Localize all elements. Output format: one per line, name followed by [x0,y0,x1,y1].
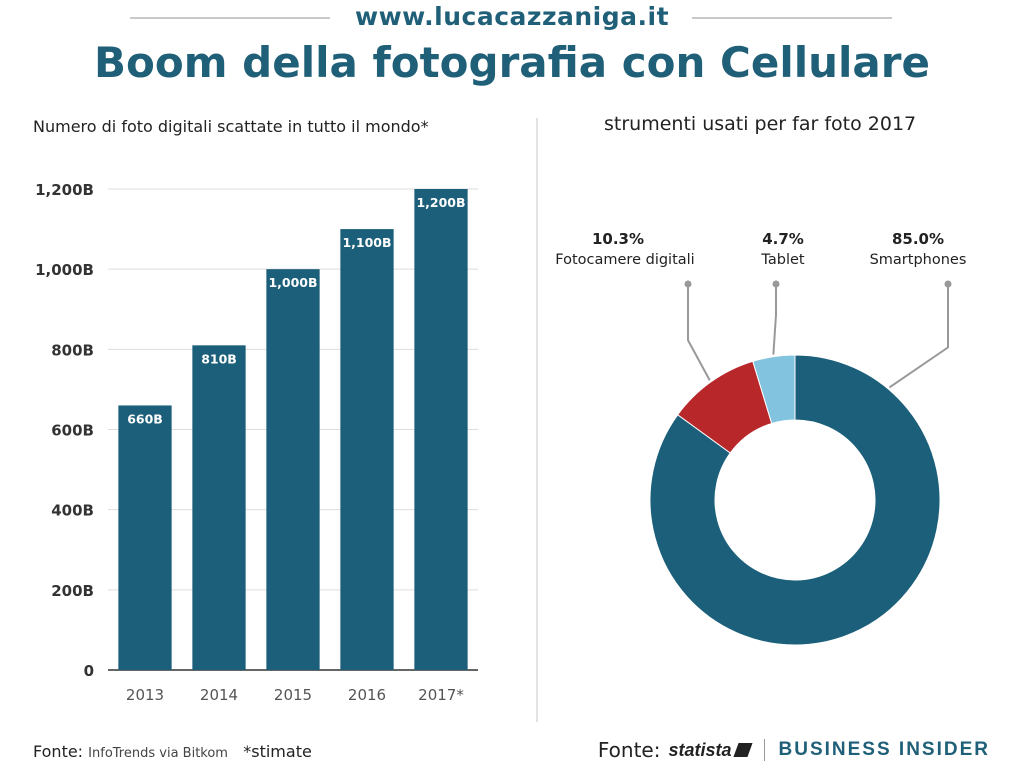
site-header: www.lucacazzaniga.it [0,2,1024,32]
slice-name-label: Smartphones [870,252,967,268]
slice-name-label: Tablet [760,252,804,268]
footer-credits: Fonte: statista BUSINESS INSIDER [598,737,990,763]
header-rule-right [692,17,892,19]
x-tick-label: 2017* [418,686,464,704]
bar-value-label: 1,100B [342,235,391,250]
callout-dot [684,280,692,288]
footer-separator [763,739,765,761]
x-tick-label: 2014 [200,686,238,704]
y-tick-label: 400B [51,502,94,520]
y-tick-label: 600B [51,422,94,440]
bar-2015 [266,269,320,670]
y-tick-label: 1,200B [35,181,94,199]
footer-source: Fonte: InfoTrends via Bitkom *stimate [33,742,312,761]
callout-line [772,284,777,355]
slice-percent-label: 85.0% [892,230,944,248]
slice-percent-label: 4.7% [762,230,804,248]
bar-chart-title: Numero di foto digitali scattate in tutt… [33,117,429,136]
callout-dot [772,280,780,288]
bar-2014 [192,345,246,670]
slice-name-label: Fotocamere digitali [555,252,694,268]
bar-chart: 0 200B 400B 600B 800B 1,000B 1,200B 660B 2013 810… [35,181,478,704]
bar-value-label: 1,000B [268,275,317,290]
site-url[interactable]: www.lucacazzaniga.it [354,2,670,31]
panel-divider [536,118,538,722]
business-insider-logo: BUSINESS INSIDER [778,739,990,760]
callout-dot [944,280,952,288]
donut-slice-smartphones [649,354,941,646]
bar-value-label: 810B [201,351,237,366]
y-tick-label: 1,000B [35,261,94,279]
x-tick-label: 2013 [126,686,164,704]
slice-percent-label: 10.3% [592,230,644,248]
y-tick-label: 200B [51,582,94,600]
bar-value-label: 660B [127,411,163,426]
footer-source-name: InfoTrends via Bitkom [88,746,228,761]
bar-2013 [118,405,172,670]
callout-line [687,284,711,381]
y-tick-label: 800B [51,341,94,359]
x-tick-label: 2015 [274,686,312,704]
x-tick-label: 2016 [348,686,386,704]
statista-logo: statista [668,739,732,760]
footer-note: *stimate [243,742,312,761]
y-tick-label: 0 [84,662,94,680]
donut-chart-title: strumenti usati per far foto 2017 [604,113,917,135]
donut-slice-tablet [752,354,796,425]
statista-logo-icon [732,743,753,757]
footer-right-label: Fonte: [597,738,661,762]
page-title: Boom della fotografia con Cellulare [94,38,930,87]
bar-value-label: 1,200B [416,195,465,210]
bar-2017* [414,189,468,670]
callout-line [888,284,949,389]
footer-fonte-label: Fonte: [33,742,84,761]
donut-chart: 85.0% Smartphones 10.3% Fotocamere digitali… [555,230,967,646]
header-rule-left [130,17,330,19]
bar-2016 [340,229,394,670]
